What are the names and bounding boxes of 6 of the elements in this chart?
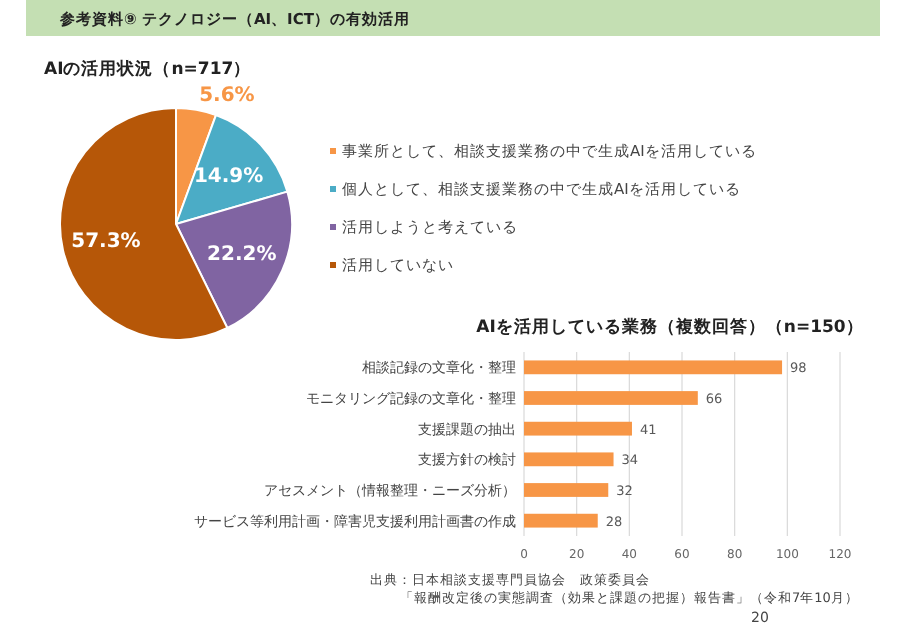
data-label: 14.9% (193, 165, 264, 188)
title: AIの活用状況（n=717） (44, 60, 252, 80)
data-label: 22.2% (207, 244, 277, 266)
data-label: 5.6% (199, 84, 255, 107)
title: AIを活用している業務（複数回答）（n=150） (476, 318, 864, 338)
data-label: 57.3% (71, 231, 141, 254)
